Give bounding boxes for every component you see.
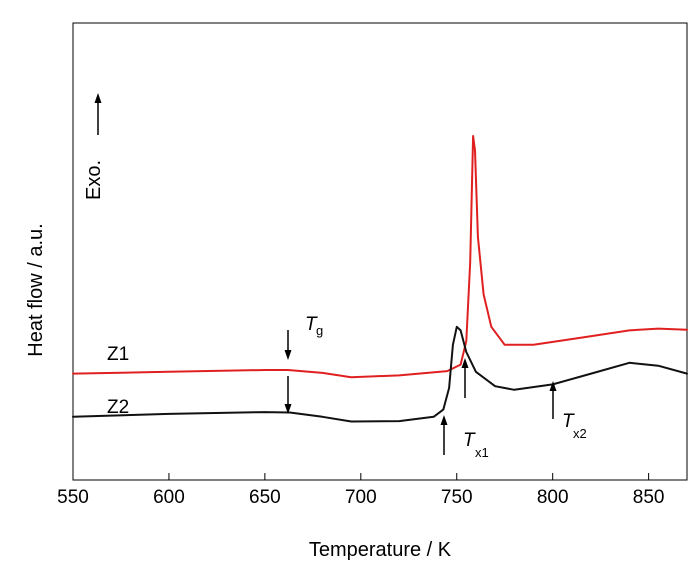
x-tick-label: 600	[153, 487, 185, 508]
series-layer	[72, 135, 688, 423]
tx2-arrowhead-icon	[549, 381, 557, 391]
x-tick-label: 650	[249, 487, 281, 508]
x-tick-label: 550	[57, 487, 89, 508]
tx1-label-sub: x1	[475, 445, 489, 460]
series-line-z2	[72, 325, 688, 423]
tg-label-sub: g	[316, 323, 323, 338]
tx2-marker: T x2	[549, 381, 587, 441]
x-axis-title: Temperature / K	[309, 539, 452, 561]
tx2-label-sub: x2	[573, 426, 587, 441]
exo-indicator: Exo.	[83, 93, 105, 200]
tx1-arrowhead-z1-icon	[461, 358, 469, 368]
tg-marker: T g	[284, 314, 323, 414]
tg-label: T	[305, 314, 318, 335]
x-tick-label: 800	[537, 487, 569, 508]
series-label-z1: Z1	[107, 344, 129, 365]
tg-arrowhead-z1-icon	[284, 350, 292, 360]
exo-label: Exo.	[83, 160, 105, 200]
tx1-arrowhead-z2-icon	[440, 415, 448, 425]
x-tick-label: 700	[345, 487, 377, 508]
tx1-label: T	[463, 430, 476, 451]
x-axis-ticks: 550 600 650 700 750 800 850	[57, 473, 664, 508]
tx1-marker: T x1	[440, 358, 489, 460]
plot-frame	[72, 22, 688, 481]
tg-arrowhead-z2-icon	[284, 404, 292, 414]
y-axis-title: Heat flow / a.u.	[25, 223, 47, 356]
tx2-label: T	[562, 411, 575, 432]
exo-arrowhead-icon	[94, 93, 102, 103]
x-tick-label: 850	[633, 487, 665, 508]
series-line-z1	[72, 135, 688, 379]
x-tick-label: 750	[441, 487, 473, 508]
series-label-z2: Z2	[107, 397, 129, 418]
